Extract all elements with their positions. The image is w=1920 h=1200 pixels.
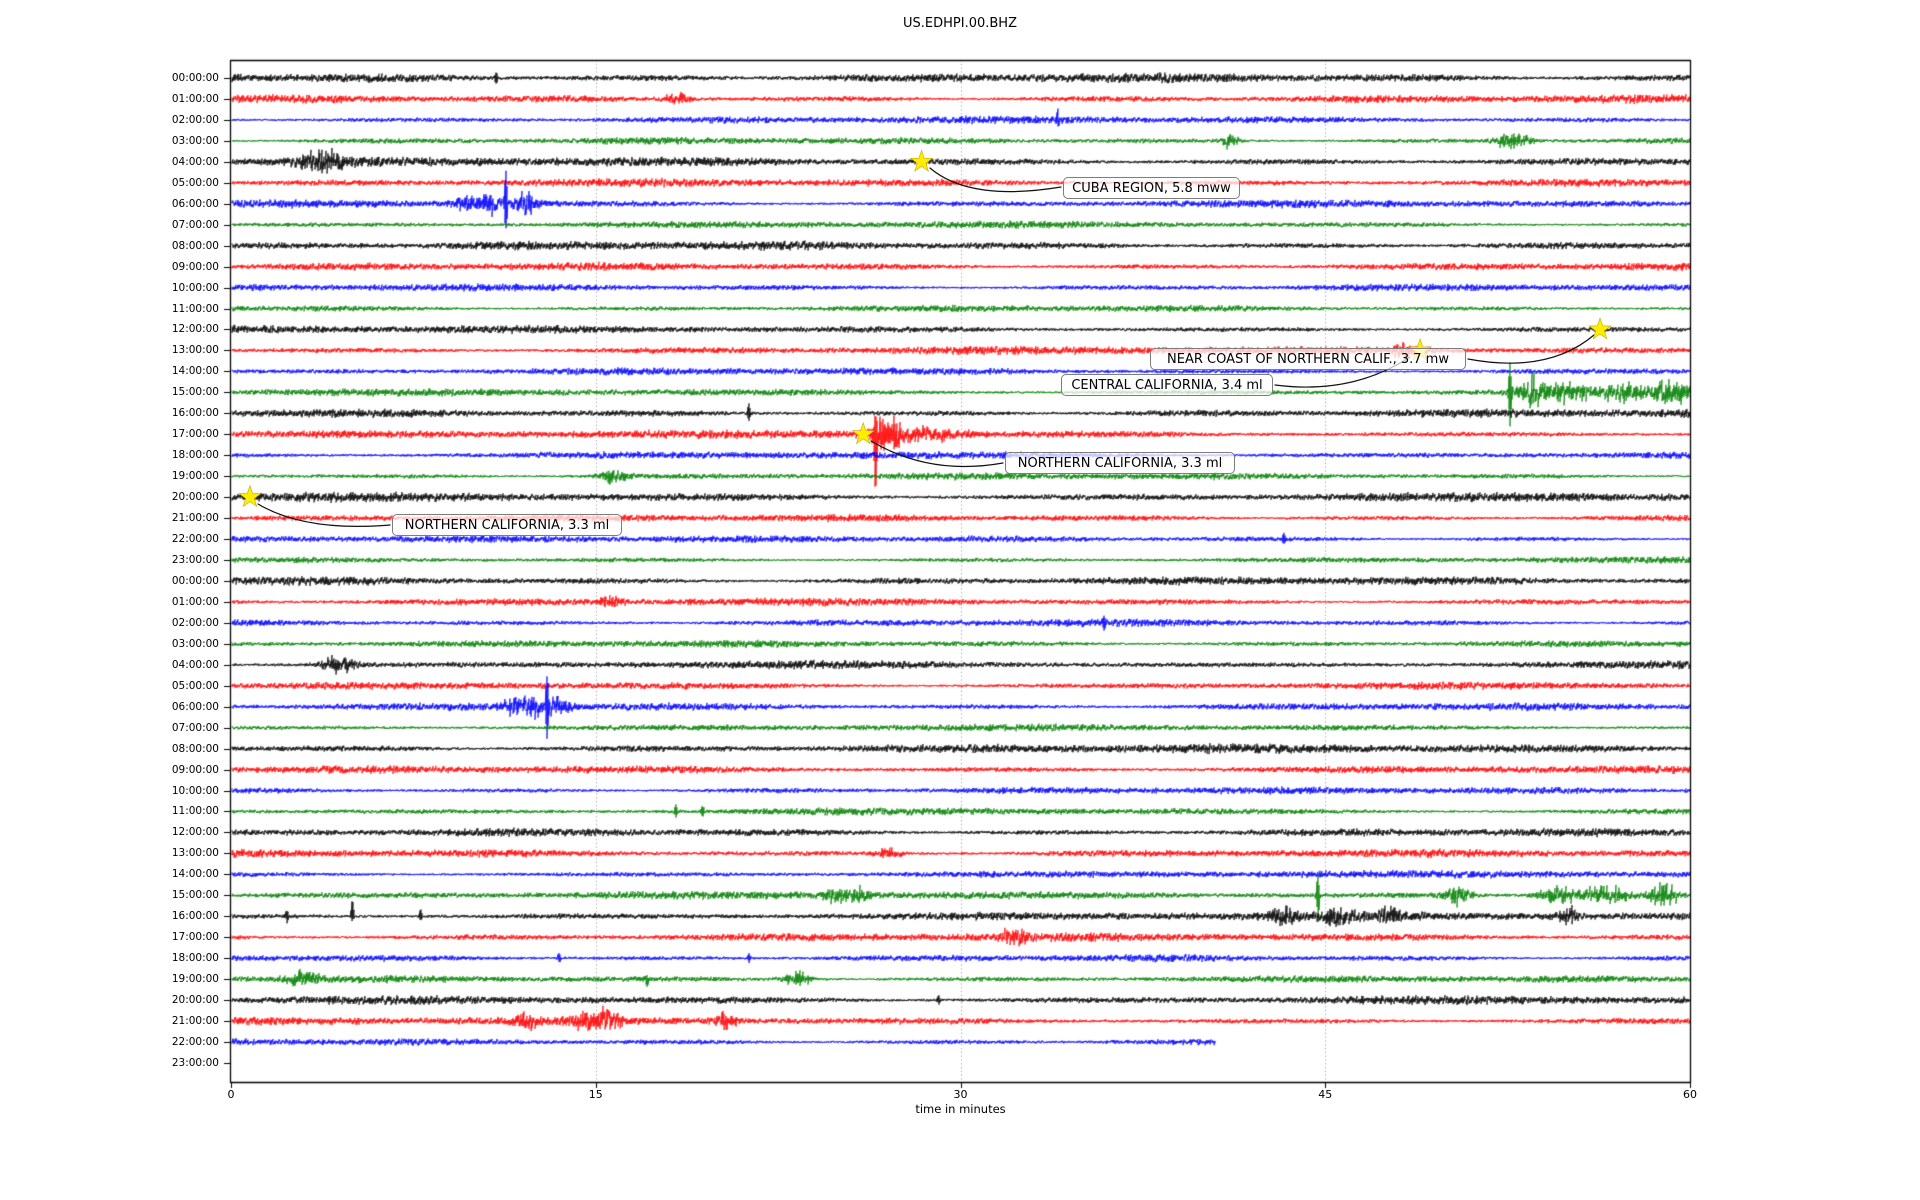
- y-tick-label: 13:00:00: [171, 344, 219, 357]
- y-tick-label: 10:00:00: [171, 784, 219, 797]
- x-tick-label: 15: [588, 1088, 603, 1101]
- y-tick-label: 23:00:00: [171, 1056, 219, 1069]
- y-tick-label: 11:00:00: [171, 805, 219, 818]
- y-tick-label: 17:00:00: [171, 931, 219, 944]
- y-tick-label: 14:00:00: [171, 868, 219, 881]
- event-annotation-label: NEAR COAST OF NORTHERN CALIF., 3.7 mw: [1150, 348, 1466, 370]
- y-tick-label: 02:00:00: [171, 616, 219, 629]
- event-annotation-label: NORTHERN CALIFORNIA, 3.3 ml: [1005, 452, 1235, 474]
- y-tick-label: 20:00:00: [171, 994, 219, 1007]
- x-tick-label: 45: [1318, 1088, 1333, 1101]
- y-tick-label: 03:00:00: [171, 637, 219, 650]
- y-tick-label: 00:00:00: [171, 574, 219, 587]
- y-tick-label: 08:00:00: [171, 742, 219, 755]
- x-tick-label: 0: [227, 1088, 235, 1101]
- x-tick-label: 30: [953, 1088, 968, 1101]
- y-tick-label: 16:00:00: [171, 407, 219, 420]
- y-tick-label: 15:00:00: [171, 386, 219, 399]
- y-tick-label: 09:00:00: [171, 763, 219, 776]
- y-tick-label: 01:00:00: [171, 595, 219, 608]
- y-tick-label: 09:00:00: [171, 260, 219, 273]
- y-tick-label: 17:00:00: [171, 428, 219, 441]
- y-tick-label: 03:00:00: [171, 134, 219, 147]
- event-star-icon: [851, 421, 876, 445]
- y-tick-label: 13:00:00: [171, 847, 219, 860]
- event-star-icon: [238, 484, 262, 508]
- y-tick-label: 20:00:00: [171, 491, 219, 504]
- annotation-connector-line: [870, 440, 1004, 468]
- y-tick-label: 05:00:00: [171, 679, 219, 692]
- y-tick-label: 04:00:00: [171, 658, 219, 671]
- y-tick-label: 14:00:00: [171, 365, 219, 378]
- y-tick-label: 16:00:00: [171, 910, 219, 923]
- y-tick-label: 05:00:00: [171, 176, 219, 189]
- y-tick-label: 21:00:00: [171, 1015, 219, 1028]
- annotation-connector-line: [257, 503, 391, 527]
- y-tick-label: 07:00:00: [171, 721, 219, 734]
- y-tick-label: 22:00:00: [171, 533, 219, 546]
- x-tick-label: 60: [1683, 1088, 1697, 1101]
- y-tick-label: 04:00:00: [171, 155, 219, 168]
- y-tick-label: 06:00:00: [171, 700, 219, 713]
- y-tick-label: 01:00:00: [171, 92, 219, 105]
- event-annotation-label: CENTRAL CALIFORNIA, 3.4 ml: [1061, 374, 1273, 396]
- annotation-connector-line: [929, 167, 1062, 193]
- annotation-connector-line: [1467, 334, 1595, 364]
- y-tick-label: 11:00:00: [171, 302, 219, 315]
- event-annotation-label: CUBA REGION, 5.8 mww: [1063, 177, 1240, 199]
- event-annotation-label: NORTHERN CALIFORNIA, 3.3 ml: [392, 514, 622, 536]
- y-tick-label: 00:00:00: [171, 72, 219, 84]
- y-tick-label: 07:00:00: [171, 218, 219, 231]
- y-tick-label: 21:00:00: [171, 512, 219, 525]
- event-star-icon: [1588, 317, 1612, 340]
- chart-title: US.EDHPI.00.BHZ: [903, 16, 1017, 31]
- y-tick-label: 22:00:00: [171, 1036, 219, 1049]
- y-tick-label: 10:00:00: [171, 281, 219, 294]
- y-tick-label: 15:00:00: [171, 889, 219, 902]
- y-tick-label: 19:00:00: [171, 973, 219, 986]
- y-tick-label: 19:00:00: [171, 470, 219, 483]
- y-tick-label: 23:00:00: [171, 554, 219, 566]
- x-axis-label: time in minutes: [915, 1102, 1006, 1116]
- y-tick-label: 08:00:00: [171, 239, 219, 252]
- event-star-icon: [909, 149, 934, 172]
- y-tick-label: 18:00:00: [171, 449, 219, 462]
- y-tick-label: 12:00:00: [171, 826, 219, 839]
- y-tick-label: 02:00:00: [171, 113, 219, 126]
- y-tick-label: 06:00:00: [171, 197, 219, 210]
- y-tick-label: 18:00:00: [171, 952, 219, 965]
- y-tick-label: 12:00:00: [171, 323, 219, 336]
